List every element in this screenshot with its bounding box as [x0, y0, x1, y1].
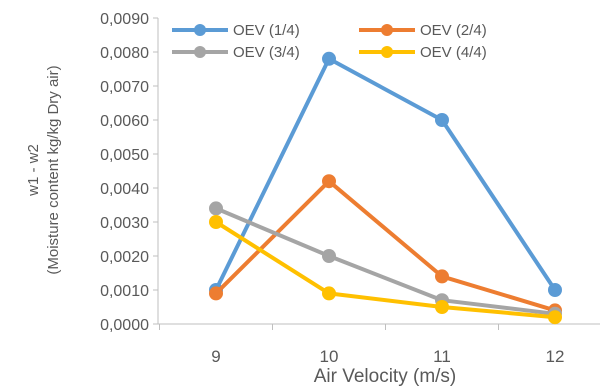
x-axis-title: Air Velocity (m/s) — [314, 366, 457, 387]
data-point — [322, 286, 336, 301]
series-1 — [209, 51, 562, 297]
series-line — [214, 206, 557, 316]
series-4 — [209, 215, 562, 325]
legend-label: OEV (4/4) — [420, 44, 487, 61]
legend-label: OEV (1/4) — [233, 22, 300, 39]
y-tick-label: 0,0040 — [100, 181, 149, 198]
x-tick-label: 11 — [433, 347, 451, 366]
series-line — [214, 220, 557, 320]
data-point — [322, 249, 336, 263]
data-point — [548, 310, 562, 325]
y-axis-title-line-1: w1 - w2 — [25, 144, 42, 197]
y-tick-label: 0,0000 — [100, 317, 149, 334]
legend-item: OEV (4/4) — [359, 44, 487, 61]
x-axis: 9 10 11 12 — [158, 323, 600, 366]
legend-item: OEV (3/4) — [172, 44, 300, 61]
y-axis-title-line-2: (Moisture content kg/kg Dry air) — [45, 65, 62, 274]
y-tick-label: 0,0010 — [100, 283, 149, 300]
y-tick-label: 0,0030 — [100, 215, 149, 232]
legend-swatch-marker — [381, 46, 393, 58]
legend-swatch-marker — [381, 24, 393, 36]
legend-swatch-marker — [194, 24, 206, 36]
legend: OEV (1/4) OEV (2/4) OEV (3/4) OEV (4/4) — [172, 22, 487, 61]
data-point — [209, 215, 223, 229]
y-tick-label: 0,0090 — [100, 11, 149, 28]
legend-swatch-marker — [194, 46, 206, 58]
legend-label: OEV (2/4) — [420, 22, 487, 39]
data-point — [435, 269, 449, 284]
data-point — [209, 286, 223, 301]
data-point — [322, 174, 336, 189]
x-tick-label: 9 — [211, 347, 220, 366]
series-line — [214, 179, 557, 313]
x-tick-label: 10 — [320, 347, 339, 366]
y-tick-label: 0,0020 — [100, 249, 149, 266]
series-line — [214, 56, 557, 292]
y-tick-label: 0,0050 — [100, 147, 149, 164]
legend-label: OEV (3/4) — [233, 44, 300, 61]
series-layer — [209, 51, 562, 325]
data-point — [435, 113, 449, 127]
y-axis: 0,0000 0,0010 0,0020 0,0030 0,0040 0,0050 0,00… — [100, 11, 159, 334]
legend-item: OEV (1/4) — [172, 22, 300, 39]
y-tick-label: 0,0060 — [100, 113, 149, 130]
legend-item: OEV (2/4) — [359, 22, 487, 39]
data-point — [209, 201, 223, 216]
y-tick-label: 0,0070 — [100, 79, 149, 96]
x-tick-label: 12 — [546, 347, 565, 366]
data-point — [435, 300, 449, 314]
y-axis-title: w1 - w2 (Moisture content kg/kg Dry air) — [25, 65, 62, 274]
data-point — [548, 283, 562, 297]
y-tick-label: 0,0080 — [100, 45, 149, 62]
data-point — [322, 51, 336, 66]
